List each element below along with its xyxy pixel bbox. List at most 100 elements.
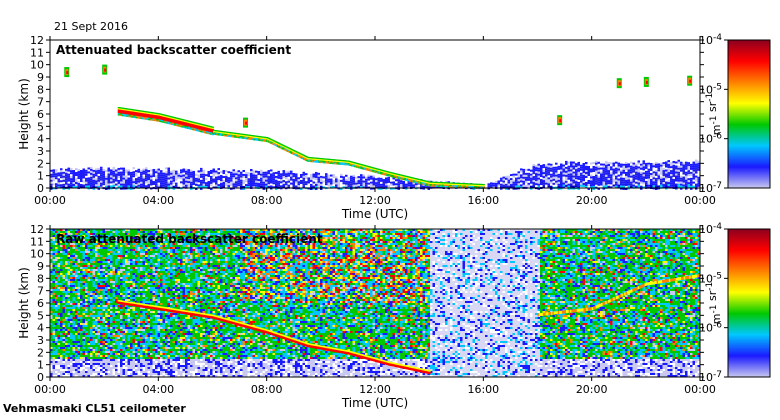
cloud-cell (365, 169, 368, 171)
cloud-cell (132, 110, 135, 112)
cloud-cell (302, 154, 305, 157)
heatmap-cell (222, 182, 225, 185)
cloud-cell (337, 160, 340, 163)
heatmap-cell (65, 349, 68, 351)
heatmap-cell (85, 173, 88, 176)
heatmap-cell (225, 182, 228, 185)
heatmap-cell (72, 241, 75, 243)
heatmap-cell (560, 169, 563, 172)
heatmap-cell (120, 175, 123, 178)
cloud-cell (286, 149, 289, 151)
heatmap-cell (267, 174, 270, 177)
heatmap-cell (67, 255, 70, 257)
heatmap-cell (550, 175, 553, 178)
heatmap-cell (50, 333, 53, 335)
heatmap-cell (55, 281, 58, 283)
heatmap-cell (315, 171, 318, 174)
heatmap-cell (525, 168, 528, 171)
heatmap-cell (80, 339, 83, 341)
heatmap-cell (85, 281, 88, 283)
heatmap-cell (182, 182, 185, 185)
heatmap-cell (77, 341, 80, 343)
cloud-cell (184, 119, 187, 122)
cloud-cell (301, 157, 304, 160)
heatmap-cell (77, 291, 80, 293)
heatmap-cell (640, 175, 643, 178)
heatmap-cell (70, 329, 73, 331)
cloud-cell (379, 172, 382, 175)
cloud-cell (159, 114, 162, 117)
cloud-cell (443, 185, 446, 188)
heatmap-cell (210, 169, 213, 172)
cloud-cell (347, 160, 350, 162)
cloud-cell (177, 122, 180, 125)
heatmap-cell (545, 178, 548, 181)
heatmap-cell (267, 180, 270, 183)
cloud-cell (278, 146, 281, 148)
heatmap-cell (80, 283, 83, 285)
heatmap-cell (600, 171, 603, 174)
cloud-cell (429, 181, 432, 183)
heatmap-cell (557, 165, 560, 168)
heatmap-cell (95, 170, 98, 173)
cloud-cell (330, 162, 333, 164)
heatmap-cell (85, 169, 88, 172)
heatmap-cell (50, 305, 53, 307)
heatmap-cell (665, 171, 668, 174)
heatmap-cell (360, 176, 363, 179)
heatmap-cell (60, 361, 63, 363)
cloud-cell (430, 182, 433, 185)
heatmap-cell (132, 183, 135, 186)
heatmap-cell (57, 339, 60, 341)
heatmap-cell (235, 181, 238, 184)
heatmap-cell (100, 170, 103, 173)
heatmap-cell (75, 263, 78, 265)
cloud-cell (247, 136, 250, 139)
heatmap-cell (635, 181, 638, 184)
heatmap-cell (50, 343, 53, 345)
heatmap-cell (317, 172, 320, 175)
heatmap-cell (52, 363, 55, 365)
heatmap-cell (495, 180, 498, 183)
heatmap-cell (315, 183, 318, 186)
heatmap-cell (317, 180, 320, 183)
heatmap-cell (65, 317, 68, 319)
heatmap-cell (95, 180, 98, 183)
heatmap-cell (645, 170, 648, 173)
cloud-cell (146, 113, 149, 116)
cloud-cell (452, 186, 455, 188)
heatmap-cell (362, 184, 365, 187)
heatmap-cell (195, 181, 198, 184)
heatmap-cell (540, 181, 543, 184)
heatmap-cell (675, 167, 678, 170)
heatmap-cell (95, 172, 98, 175)
cloud-cell (474, 185, 477, 188)
cloud-cell (126, 111, 129, 114)
heatmap-cell (67, 293, 70, 295)
heatmap-cell (182, 184, 185, 187)
heatmap-cell (75, 253, 78, 255)
heatmap-cell (55, 257, 58, 259)
cloud-cell (247, 134, 250, 136)
cloud-cell (208, 130, 211, 132)
cloud-cell (126, 114, 129, 116)
heatmap-cell (245, 184, 248, 187)
heatmap-cell (57, 299, 60, 301)
heatmap-cell (87, 291, 90, 293)
cloud-cell (288, 151, 291, 153)
heatmap-cell (607, 182, 610, 185)
heatmap-cell (85, 303, 88, 305)
heatmap-cell (320, 177, 323, 180)
heatmap-cell (67, 325, 70, 327)
heatmap-cell (72, 249, 75, 251)
heatmap-cell (327, 174, 330, 177)
cloud-cell (442, 184, 445, 186)
heatmap-cell (532, 168, 535, 171)
heatmap-cell (280, 181, 283, 184)
heatmap-cell (670, 176, 673, 179)
heatmap-cell (515, 187, 518, 190)
cloud-cell (406, 179, 409, 182)
heatmap-cell (652, 181, 655, 184)
heatmap-cell (407, 184, 410, 187)
heatmap-cell (82, 289, 85, 291)
